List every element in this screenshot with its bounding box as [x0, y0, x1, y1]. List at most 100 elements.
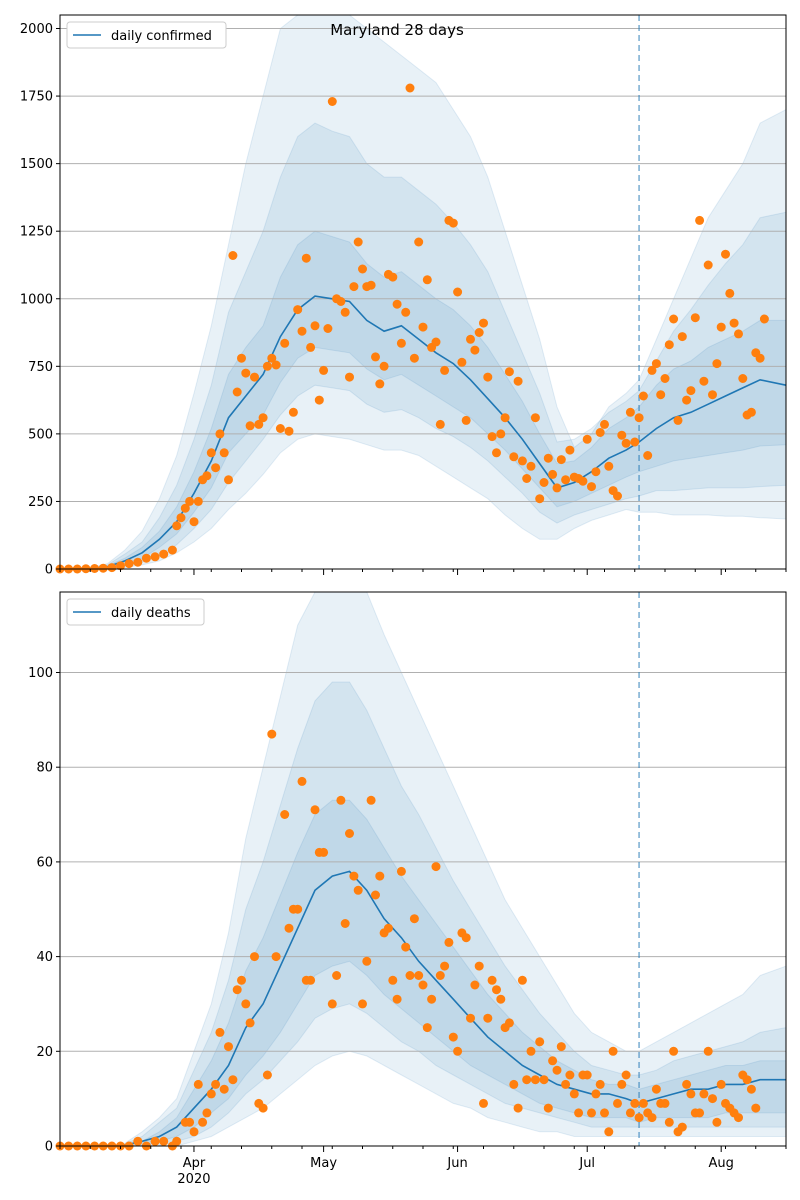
observed-point: [327, 97, 337, 106]
observed-point: [617, 1079, 627, 1089]
observed-point: [751, 1103, 761, 1113]
observed-point: [133, 1136, 143, 1146]
observed-point: [215, 429, 225, 439]
y-tick-label: 0: [45, 563, 53, 578]
band-inner: [60, 799, 786, 1146]
observed-point: [591, 1089, 601, 1099]
observed-point: [444, 937, 454, 947]
observed-point: [241, 368, 251, 378]
observed-point: [327, 999, 337, 1009]
observed-point: [237, 975, 246, 985]
observed-point: [340, 919, 350, 928]
observed-point: [297, 776, 307, 786]
observed-point: [258, 413, 268, 423]
model-series-line: [60, 870, 786, 1147]
observed-point: [98, 563, 108, 573]
observed-point: [396, 866, 406, 876]
observed-point: [686, 1089, 696, 1099]
x-tick-label: Jun: [446, 1156, 467, 1171]
observed-point: [647, 1113, 657, 1123]
confirmed-y-axis: 0 250 500 750 1000 1250 1500 1750 2000: [20, 22, 60, 578]
observed-point: [509, 452, 519, 462]
observed-point: [401, 307, 411, 317]
observed-point: [591, 467, 601, 477]
observed-point: [371, 352, 380, 362]
observed-point: [435, 419, 445, 429]
observed-point: [375, 379, 385, 389]
observed-point: [699, 1089, 709, 1099]
observed-point: [686, 386, 696, 396]
observed-point: [530, 413, 540, 423]
observed-point: [232, 387, 242, 397]
observed-point: [526, 1046, 536, 1056]
observed-point: [660, 374, 670, 383]
observed-point: [535, 494, 545, 504]
observed-point: [310, 321, 320, 331]
observed-point: [625, 407, 635, 417]
confirmed-uncertainty-bands: [60, 15, 786, 569]
band-middle: [60, 681, 786, 1146]
observed-point: [202, 471, 212, 481]
observed-point: [746, 1084, 756, 1094]
observed-point: [349, 871, 359, 881]
observed-point: [388, 975, 398, 985]
observed-point: [492, 985, 501, 995]
observed-point: [141, 553, 151, 563]
observed-point: [742, 1075, 752, 1085]
y-tick-label: 0: [45, 1140, 53, 1155]
observed-point: [250, 952, 259, 962]
observed-point: [604, 461, 614, 471]
observed-point: [522, 474, 532, 483]
observed-point: [107, 563, 117, 573]
confirmed-observed-points: [55, 83, 769, 574]
observed-point: [422, 275, 432, 285]
observed-point: [595, 428, 605, 437]
observed-point: [396, 338, 406, 348]
observed-point: [504, 367, 514, 377]
observed-point: [366, 280, 376, 290]
observed-point: [431, 337, 441, 347]
observed-point: [453, 1046, 463, 1056]
observed-point: [561, 1079, 571, 1089]
observed-point: [133, 557, 143, 567]
observed-point: [470, 345, 480, 355]
observed-point: [548, 469, 558, 479]
observed-point: [453, 287, 463, 297]
observed-point: [565, 1070, 575, 1080]
observed-point: [483, 1013, 493, 1023]
y-tick-label: 20: [36, 1045, 53, 1060]
observed-point: [258, 1103, 268, 1113]
observed-point: [617, 430, 627, 440]
observed-point: [708, 390, 717, 400]
observed-point: [582, 1070, 592, 1080]
deaths-model-line: [60, 870, 786, 1147]
observed-point: [271, 360, 281, 370]
observed-point: [608, 1046, 618, 1056]
observed-point: [448, 1032, 458, 1042]
y-tick-label: 80: [36, 761, 53, 776]
observed-point: [738, 374, 748, 383]
observed-point: [466, 334, 475, 344]
observed-point: [362, 956, 372, 966]
observed-point: [414, 237, 424, 247]
observed-point: [228, 1075, 238, 1085]
observed-point: [578, 476, 588, 486]
observed-point: [167, 545, 177, 555]
observed-point: [293, 305, 303, 315]
legend-box: [66, 598, 205, 626]
observed-point: [353, 885, 363, 895]
observed-point: [366, 795, 376, 805]
observed-point: [630, 1098, 640, 1108]
y-tick-label: 100: [28, 666, 53, 681]
observed-point: [241, 999, 251, 1009]
observed-point: [496, 994, 506, 1004]
observed-point: [224, 1042, 233, 1052]
confirmed-legend: daily confirmed: [66, 21, 227, 49]
observed-point: [699, 376, 709, 386]
observed-point: [293, 904, 303, 914]
observed-point: [392, 994, 402, 1004]
observed-point: [405, 971, 415, 980]
y-tick-label: 2000: [20, 22, 53, 37]
observed-point: [275, 424, 285, 433]
